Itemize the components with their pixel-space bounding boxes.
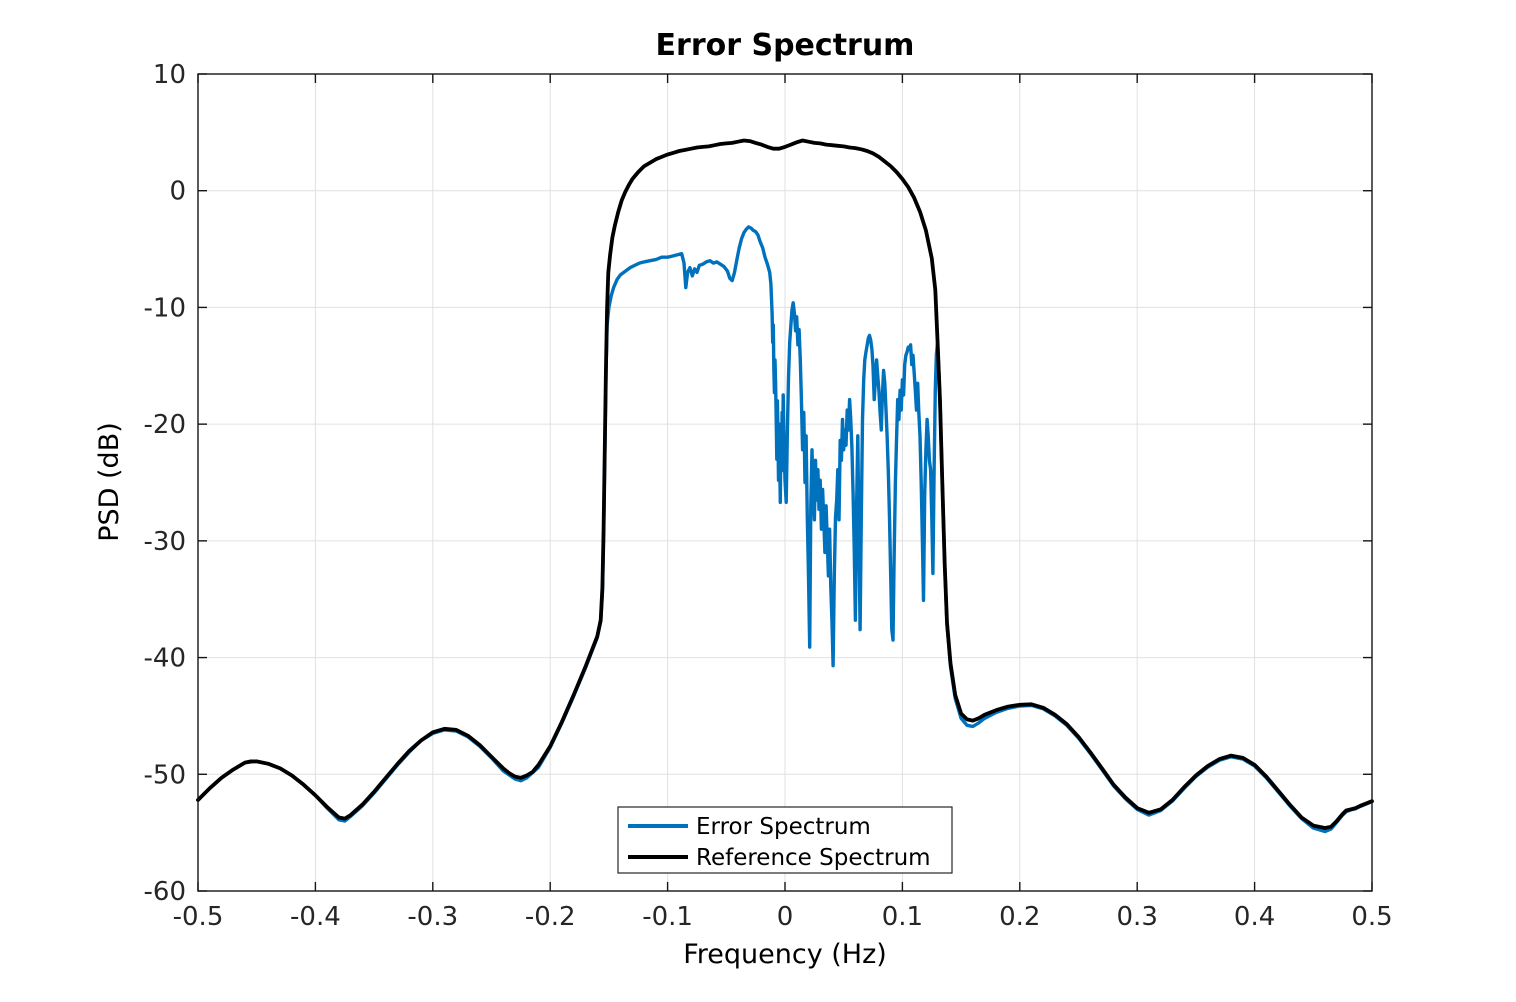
legend-label-error-spectrum: Error Spectrum [696,814,871,840]
x-tick-labels: -0.5 -0.4 -0.3 -0.2 -0.1 0 0.1 0.2 0.3 0.4 0.5 [173,902,1393,932]
y-tick-label: -10 [144,293,186,323]
x-tick-label: 0 [777,902,794,932]
y-tick-label: 0 [169,177,186,207]
x-tick-label: 0.5 [1351,902,1392,932]
x-tick-label: 0.1 [882,902,923,932]
y-tick-label: -40 [144,644,186,674]
reference-spectrum-line [196,138,1374,830]
x-tick-label: 0.4 [1234,902,1275,932]
x-tick-label: 0.3 [1117,902,1158,932]
x-tick-label: -0.2 [525,902,576,932]
x-tick-label: -0.4 [290,902,341,932]
y-tick-labels: -60 -50 -40 -30 -20 -10 0 10 [144,60,186,907]
axis-ticks [197,73,1373,892]
y-tick-label: 10 [153,60,186,90]
y-tick-label: -30 [144,527,186,557]
y-tick-label: -50 [144,760,186,790]
plot-series [196,138,1374,834]
x-tick-label: -0.3 [407,902,458,932]
legend-label-reference-spectrum: Reference Spectrum [696,845,931,871]
chart-title: Error Spectrum [656,28,915,63]
legend-box [617,806,953,874]
y-axis-label: PSD (dB) [94,422,125,542]
x-tick-label: -0.5 [173,902,224,932]
x-tick-label: -0.1 [642,902,693,932]
y-tick-label: -60 [144,877,186,907]
y-tick-label: -20 [144,410,186,440]
legend: Error Spectrum Reference Spectrum [617,806,953,874]
x-axis-label: Frequency (Hz) [683,939,887,970]
x-tick-label: 0.2 [999,902,1040,932]
